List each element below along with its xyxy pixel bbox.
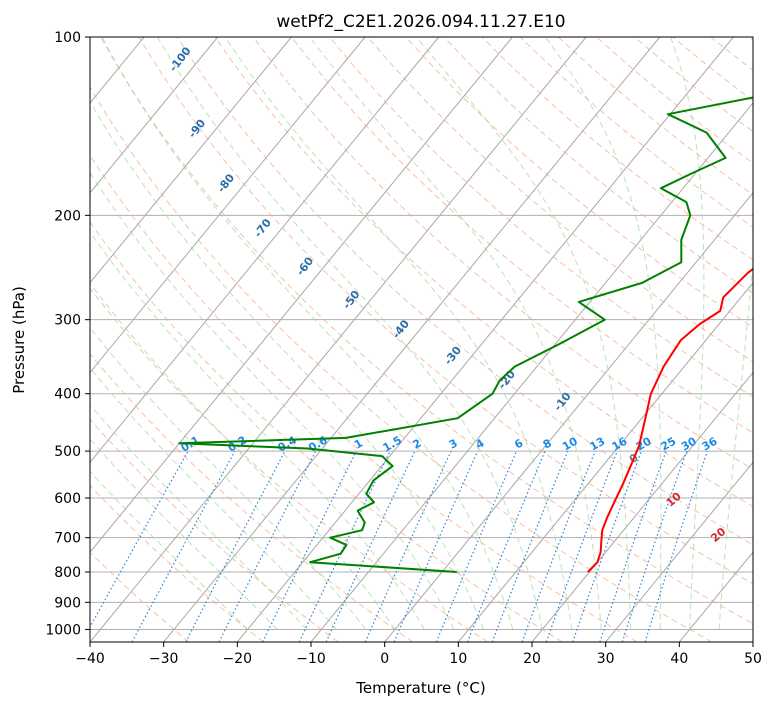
moist-adiabat-line [718,258,753,630]
mixing-ratio-line [131,450,236,642]
dry-adiabat-line [90,86,712,642]
x-tick-label: 30 [597,651,615,667]
y-tick-label: 800 [54,565,81,581]
dry-adiabat-line [291,37,753,434]
y-tick-label: 300 [54,313,81,329]
dry-adiabat-line [100,37,753,625]
mixing-ratio-line [644,450,708,642]
x-tick-label: −20 [223,651,253,667]
isotherm-line [236,37,734,642]
isotherm-line [457,281,753,642]
y-tick-label: 1000 [45,622,81,638]
dry-adiabat-line [252,37,753,470]
moist-adiabat-line [101,37,514,630]
dry-adiabat-line [90,418,339,642]
x-tick-label: 0 [380,651,389,667]
mixing-ratio-line [262,450,357,642]
y-tick-label: 600 [54,491,81,507]
dry-adiabat-line [90,353,414,642]
isotherm-line [384,192,753,642]
mixing-ratio-line [435,450,518,642]
dry-adiabat-line [329,37,753,398]
moist-adiabat-line [156,37,543,630]
mixing-ratio-line [90,450,189,629]
mixing-ratio-line [491,450,569,642]
y-tick-label: 100 [54,30,81,46]
profile-series [178,96,753,573]
plot-background [90,37,753,642]
mixing-ratio-line [393,450,479,642]
moist-adiabat-line [415,37,632,630]
dry-adiabat-line [90,287,488,642]
moist-adiabat-line [224,37,573,630]
x-axis-title: Temperature (°C) [355,679,485,697]
temperature-profile-line [587,267,753,573]
dry-adiabat-line [90,154,638,642]
y-tick-label: 900 [54,595,81,611]
isotherm-line [90,37,587,642]
isotherm-line [752,641,753,642]
y-tick-label: 700 [54,531,81,547]
y-axis-title: Pressure (hPa) [10,286,28,394]
dewpoint-profile-line [178,96,753,573]
mixing-ratio-line [466,450,546,642]
isotherm-line [163,37,661,642]
moist-adiabat-line [309,37,602,630]
isotherm-line [605,461,753,642]
x-tick-label: 40 [670,651,688,667]
dry-adiabat-line [443,37,753,294]
moist-adiabat-line [90,327,366,630]
x-tick-label: −40 [75,651,105,667]
moist-adiabat-line [90,171,455,630]
x-axis-ticks: −40 −30 −20 −10 0 10 20 30 40 50 [75,642,762,667]
dry-adiabat-line [214,37,753,508]
chart-title: wetPf2_C2E1.2026.094.11.27.E10 [276,12,565,32]
mixing-ratio-line [521,450,596,642]
mixing-ratio-line [218,450,317,642]
isotherm-line [90,37,513,553]
x-tick-label: −10 [296,651,326,667]
dry-adiabat-line [176,37,753,546]
moist-adiabat-line [90,367,337,630]
mixing-ratio-line [599,450,667,642]
y-axis-ticks: 100 200 300 400 500 600 700 800 900 1000 [45,30,90,638]
isotherm-line [90,37,366,374]
y-tick-label: 200 [54,208,81,224]
x-tick-label: 10 [449,651,467,667]
x-tick-label: −30 [149,651,179,667]
y-tick-label: 400 [54,387,81,403]
mixing-ratio-line [621,450,688,642]
isotherm-line [90,37,219,194]
dry-adiabat-line [90,484,264,642]
plot-frame [89,36,754,643]
x-tick-label: 20 [523,651,541,667]
moist-adiabat-line [670,37,705,630]
dry-adiabat-line [138,37,753,585]
mixing-ratio-line [572,450,643,642]
dry-adiabat-line [90,551,190,642]
isotherm-line [90,37,292,284]
dry-adiabat-line [90,221,563,642]
mixing-ratio-line [545,450,618,642]
mixing-ratio-line [364,450,452,642]
moist-adiabat-line [90,231,425,630]
moist-adiabat-label: 30 [757,556,775,576]
y-tick-label: 500 [54,444,81,460]
isotherm-line [90,37,440,464]
isotherm-line [531,371,753,642]
background-lines [90,37,753,642]
x-tick-label: 50 [744,651,762,667]
isotherm-line [310,102,753,642]
moist-adiabat-line [90,100,484,630]
moist-adiabat-line [90,282,396,630]
moist-adiabat-line [544,37,662,630]
